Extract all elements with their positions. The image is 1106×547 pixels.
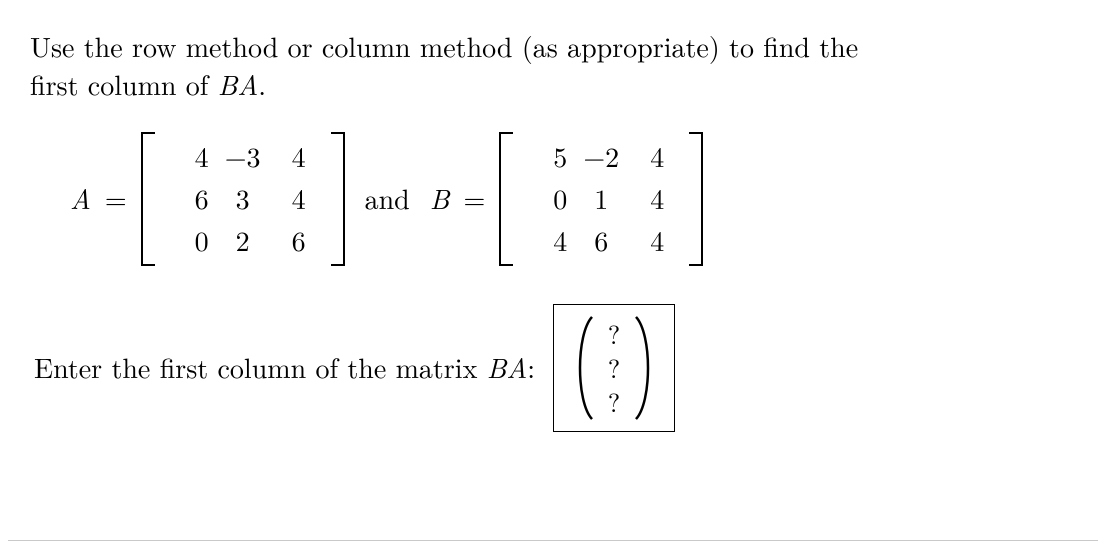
matrix-cell: 4: [629, 222, 685, 260]
and-text: and: [359, 180, 416, 218]
answer-column-vector: ???: [570, 315, 658, 421]
answer-cell[interactable]: ?: [604, 385, 624, 419]
prompt-ba: BA: [218, 64, 259, 104]
right-bracket-icon: [691, 132, 703, 266]
bottom-rule: [8, 540, 1098, 541]
matrix-cell: 4: [271, 138, 327, 176]
answer-column: ???: [598, 315, 630, 421]
matrix-cell: 5: [517, 138, 573, 176]
equals-sign-b: =: [463, 180, 485, 218]
matrix-cell: 4: [629, 180, 685, 218]
answer-prompt: Enter the first column of the matrix BA:: [34, 349, 535, 387]
matrix-cell: 0: [517, 180, 573, 218]
left-paren-icon: [570, 315, 598, 421]
answer-cell[interactable]: ?: [604, 317, 624, 351]
equals-sign-a: =: [105, 180, 127, 218]
right-bracket-icon: [333, 132, 345, 266]
matrix-cell: 4: [629, 138, 685, 176]
left-bracket-icon: [141, 132, 153, 266]
matrix-cell: 2: [215, 222, 271, 260]
answer-prompt-text: Enter the first column of the matrix: [34, 347, 487, 387]
prompt-period: .: [258, 64, 266, 104]
matrix-cell: 3: [215, 180, 271, 218]
matrix-cell: 0: [159, 222, 215, 260]
matrix-cell: −3: [215, 138, 271, 176]
matrix-cell: 6: [573, 222, 629, 260]
matrix-cell: 1: [573, 180, 629, 218]
right-paren-icon: [630, 315, 658, 421]
matrix-cell: 6: [271, 222, 327, 260]
matrix-cell: 4: [159, 138, 215, 176]
matrix-cell: 4: [517, 222, 573, 260]
prompt-text-1: Use the row method or column method (as …: [30, 26, 858, 66]
matrix-cell: −2: [573, 138, 629, 176]
answer-row: Enter the first column of the matrix BA:…: [34, 304, 1076, 432]
left-bracket-icon: [499, 132, 511, 266]
matrix-b-name: B: [430, 180, 450, 218]
answer-cell[interactable]: ?: [604, 351, 624, 385]
matrix-b: 5−24014464: [499, 132, 703, 266]
problem-statement: Use the row method or column method (as …: [30, 28, 1076, 104]
answer-ba: BA: [487, 347, 528, 387]
matrix-definitions: A = 4−34634026 and B = 5−24014464: [70, 132, 1076, 266]
answer-colon: :: [527, 347, 535, 387]
matrix-cell: 6: [159, 180, 215, 218]
matrix-cell: 4: [271, 180, 327, 218]
matrix-a: 4−34 634 026: [141, 132, 345, 266]
matrix-a-grid: 4−34 634 026: [153, 132, 333, 266]
prompt-text-2: first column of: [30, 64, 218, 104]
matrix-a-name: A: [70, 180, 91, 218]
answer-input-box[interactable]: ???: [553, 304, 675, 432]
matrix-b-grid: 5−24014464: [511, 132, 691, 266]
